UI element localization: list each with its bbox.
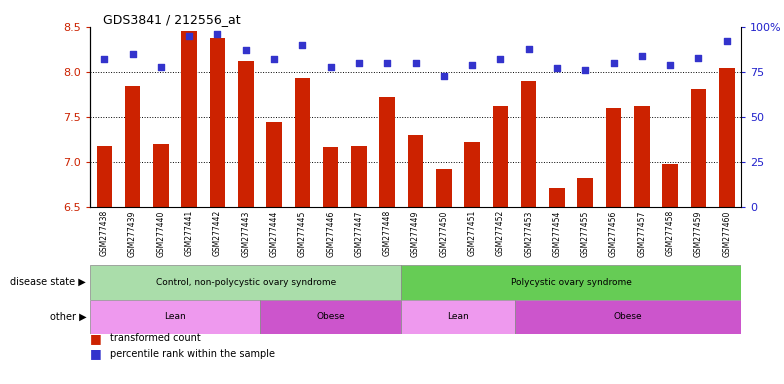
Text: GSM277453: GSM277453 — [524, 210, 533, 257]
Point — [126, 51, 139, 57]
Bar — [606, 108, 622, 207]
Bar — [634, 106, 650, 207]
Text: GSM277445: GSM277445 — [298, 210, 307, 257]
Text: disease state ▶: disease state ▶ — [10, 277, 86, 287]
Text: GSM277448: GSM277448 — [383, 210, 392, 257]
Point — [353, 60, 365, 66]
Bar — [295, 78, 310, 207]
Point — [466, 62, 478, 68]
Text: GSM277446: GSM277446 — [326, 210, 335, 257]
Point — [98, 56, 111, 63]
Bar — [238, 61, 253, 207]
Point — [664, 62, 677, 68]
Bar — [90, 300, 260, 334]
Text: GSM277458: GSM277458 — [666, 210, 675, 257]
Point — [268, 56, 281, 63]
Text: percentile rank within the sample: percentile rank within the sample — [110, 349, 274, 359]
Text: GSM277442: GSM277442 — [213, 210, 222, 257]
Bar — [408, 135, 423, 207]
Point — [522, 45, 535, 51]
Point — [608, 60, 620, 66]
Text: Obese: Obese — [613, 312, 642, 321]
Text: GSM277439: GSM277439 — [128, 210, 137, 257]
Text: ■: ■ — [90, 332, 106, 345]
Bar — [578, 179, 593, 207]
Text: Polycystic ovary syndrome: Polycystic ovary syndrome — [510, 278, 632, 287]
Text: other ▶: other ▶ — [49, 312, 86, 322]
Point — [381, 60, 394, 66]
Bar — [181, 31, 197, 207]
Bar — [521, 81, 536, 207]
Text: GSM277452: GSM277452 — [496, 210, 505, 257]
Point — [692, 55, 705, 61]
Text: GSM277444: GSM277444 — [270, 210, 278, 257]
Text: Lean: Lean — [164, 312, 186, 321]
Text: GSM277459: GSM277459 — [694, 210, 703, 257]
Bar — [379, 97, 395, 207]
Bar — [209, 38, 225, 207]
Text: GSM277460: GSM277460 — [722, 210, 731, 257]
Point — [494, 56, 506, 63]
Point — [409, 60, 422, 66]
Bar — [267, 122, 281, 207]
Point — [636, 53, 648, 59]
Bar — [436, 169, 452, 207]
Point — [325, 63, 337, 70]
Text: GSM277447: GSM277447 — [354, 210, 364, 257]
Bar — [96, 146, 112, 207]
Bar — [351, 146, 367, 207]
Point — [550, 65, 563, 71]
Point — [720, 38, 733, 45]
Bar — [691, 89, 706, 207]
Bar — [550, 187, 564, 207]
Bar — [662, 164, 678, 207]
Bar — [260, 300, 401, 334]
Text: GSM277449: GSM277449 — [411, 210, 420, 257]
Bar — [125, 86, 140, 207]
Point — [579, 67, 592, 73]
Text: GSM277455: GSM277455 — [581, 210, 590, 257]
Text: GSM277443: GSM277443 — [241, 210, 250, 257]
Bar — [514, 300, 741, 334]
Text: transformed count: transformed count — [110, 333, 201, 343]
Point — [437, 73, 450, 79]
Text: ■: ■ — [90, 347, 106, 360]
Text: GSM277457: GSM277457 — [637, 210, 646, 257]
Text: GSM277440: GSM277440 — [156, 210, 165, 257]
Point — [211, 31, 223, 37]
Point — [239, 47, 252, 53]
Text: GSM277441: GSM277441 — [185, 210, 194, 257]
Bar — [719, 68, 735, 207]
Text: Lean: Lean — [447, 312, 469, 321]
Bar — [323, 147, 339, 207]
Point — [183, 33, 195, 39]
Bar — [464, 142, 480, 207]
Text: GSM277450: GSM277450 — [439, 210, 448, 257]
Point — [296, 42, 309, 48]
Text: GSM277438: GSM277438 — [100, 210, 109, 257]
Bar — [153, 144, 169, 207]
Bar — [492, 106, 508, 207]
Text: GSM277454: GSM277454 — [553, 210, 561, 257]
Bar — [90, 265, 401, 300]
Text: GSM277456: GSM277456 — [609, 210, 618, 257]
Bar — [401, 300, 514, 334]
Text: Obese: Obese — [316, 312, 345, 321]
Bar — [401, 265, 741, 300]
Text: GDS3841 / 212556_at: GDS3841 / 212556_at — [103, 13, 241, 26]
Text: Control, non-polycystic ovary syndrome: Control, non-polycystic ovary syndrome — [156, 278, 336, 287]
Text: GSM277451: GSM277451 — [467, 210, 477, 257]
Point — [154, 63, 167, 70]
